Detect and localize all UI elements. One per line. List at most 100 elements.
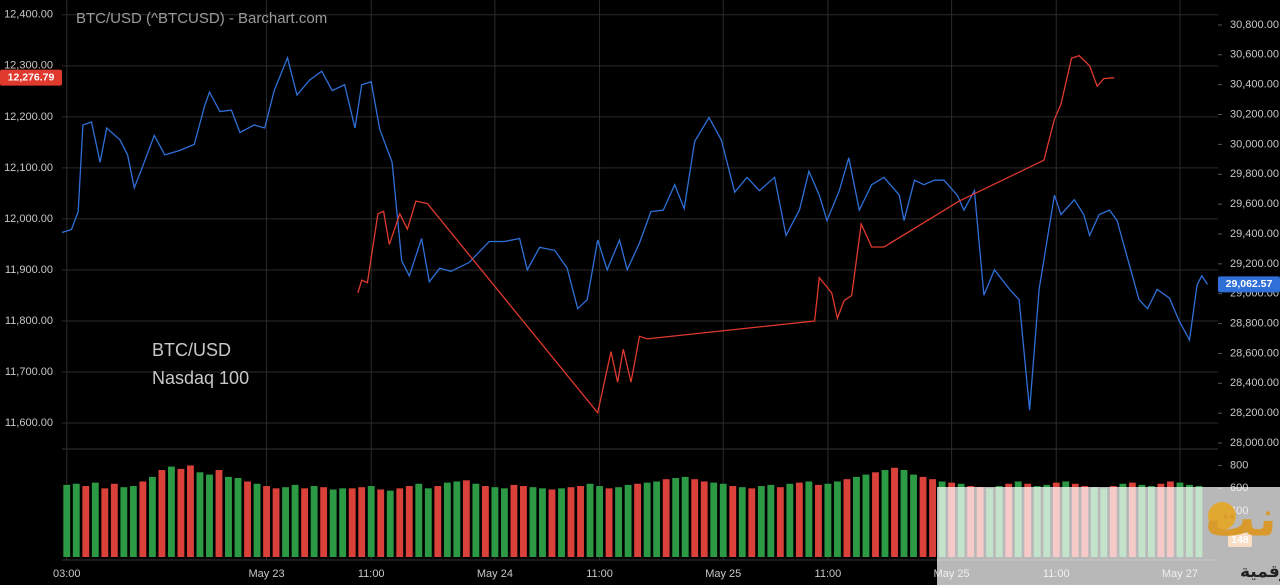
y2-tick-label: 28,400.00 [1230,377,1279,389]
watermark-title: الكريبتو نت [1205,490,1280,549]
y2-tick-label: 29,400.00 [1230,228,1279,240]
volume-bar [320,487,328,557]
volume-bar [158,470,166,557]
volume-bar [177,468,185,557]
volume-bar [500,488,508,557]
y2-tick-label: 30,000.00 [1230,138,1279,150]
y-tick-label: 12,200.00 [4,111,53,123]
volume-bar [700,481,708,557]
volume-bar [729,486,737,557]
volume-bar [139,481,147,557]
volume-bar [814,484,822,557]
x-tick-label: May 23 [249,568,285,580]
volume-bar [738,487,746,557]
volume-bar [853,476,860,557]
volume-bar [272,488,280,557]
volume-bar [510,484,518,557]
volume-bar [558,488,565,557]
volume-bar [348,488,356,557]
volume-bar [757,486,765,557]
volume-bar [833,481,841,557]
volume-bar [301,488,309,557]
volume-bar [386,490,394,557]
series-line [357,54,1115,415]
volume-bar [82,486,90,557]
series-line [61,55,1209,411]
volume-bar [776,487,784,557]
volume-bar [415,483,423,557]
volume-bar [72,483,80,557]
x-tick-label: 03:00 [53,568,81,580]
last-value-label: 29,062.57 [1226,278,1273,290]
volume-bar [910,474,917,557]
volume-bar [891,467,898,557]
last-value-tag [0,69,62,86]
volume-bar [358,487,366,557]
volume-bar [596,486,603,557]
volume-bar [434,486,442,557]
x-tick-label: 11:00 [815,568,842,580]
volume-bar [129,486,137,557]
grid [62,0,1222,560]
volume-bar [653,481,661,557]
volume-bar [110,483,118,557]
volume-bar [329,489,337,557]
volume-bar [396,488,404,557]
volume-bar [339,488,347,557]
legend-label: BTC/USD [152,340,231,360]
y2-tick-label: 28,800.00 [1230,318,1279,330]
volume-bar [263,486,270,557]
volume-bar [634,483,642,557]
volume-bar [929,479,936,557]
volume-bar [805,481,813,557]
volume-bar [643,482,651,557]
last-value-tag [1218,276,1280,293]
y2-tick-label: 29,800.00 [1230,168,1279,180]
volume-bar [681,476,689,557]
y-tick-label: 12,100.00 [4,162,53,174]
volume-bar [225,476,232,557]
coin-icon [1208,502,1236,530]
volume-bar [196,472,204,557]
volume-bar [187,465,194,557]
volume-bar [605,488,613,557]
volume-bar [586,483,594,557]
watermark-subtitle: أخبار العملات الرقمية [1240,560,1280,582]
volume-bar [691,479,699,557]
watermark: الكريبتو نت أخبار العملات الرقمية [937,487,1280,585]
y-tick-label: 12,000.00 [4,213,53,225]
volume-bar [120,487,128,557]
volume-bar [453,481,461,557]
y-tick-label: 11,700.00 [5,366,53,378]
y2-tick-label: 28,600.00 [1230,347,1279,359]
volume-bar [405,486,413,557]
volume-bar [710,482,718,557]
volume-bar [377,489,385,557]
volume-bar [624,484,632,557]
x-tick-label: May 25 [705,568,741,580]
y-tick-label: 11,600.00 [5,417,53,429]
volume-bar [206,474,213,557]
volume-bar [520,486,527,557]
volume-bar [539,488,546,557]
volume-bar [367,486,375,557]
y2-tick-label: 29,200.00 [1230,258,1279,270]
y2-tick-label: 28,200.00 [1230,407,1279,419]
volume-bar [215,470,223,557]
volume-bar [795,482,803,557]
volume-bar [167,466,175,557]
volume-bar [881,470,889,557]
volume-bar [615,487,623,557]
y-tick-label: 11,800.00 [5,315,53,327]
volume-bar [862,474,870,557]
x-tick-label: May 24 [477,568,513,580]
volume-bar [748,488,756,557]
volume-bar [662,479,670,557]
volume-bar [282,487,290,557]
y2-tick-label: 30,400.00 [1230,79,1279,91]
volume-bar [567,487,575,557]
volume-bar [872,472,879,557]
volume-bar [548,489,556,557]
